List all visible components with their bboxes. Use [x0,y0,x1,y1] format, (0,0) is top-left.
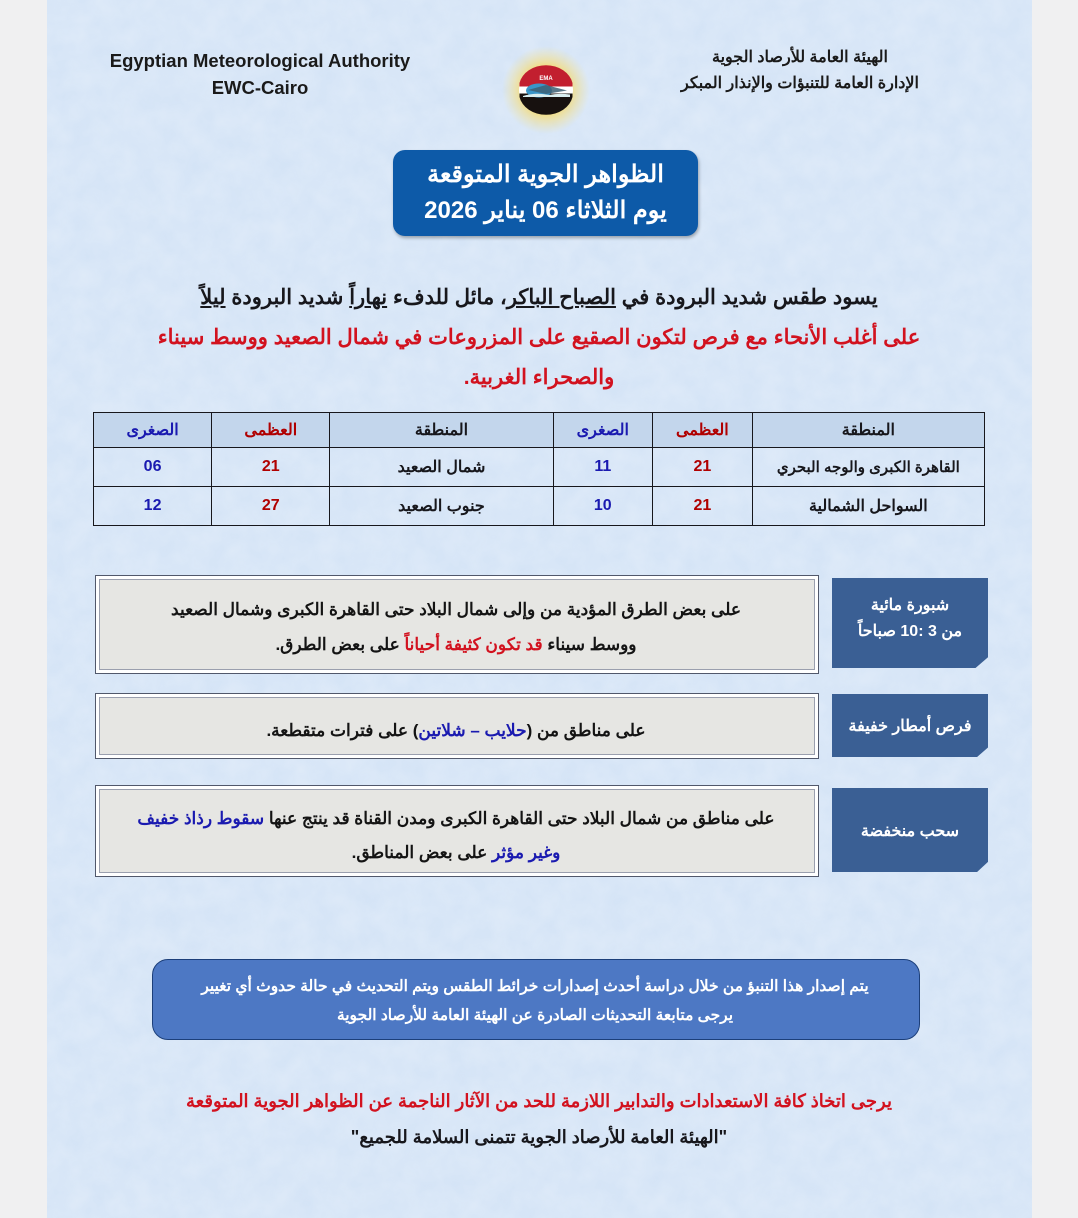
svg-text:EMA: EMA [539,76,553,82]
